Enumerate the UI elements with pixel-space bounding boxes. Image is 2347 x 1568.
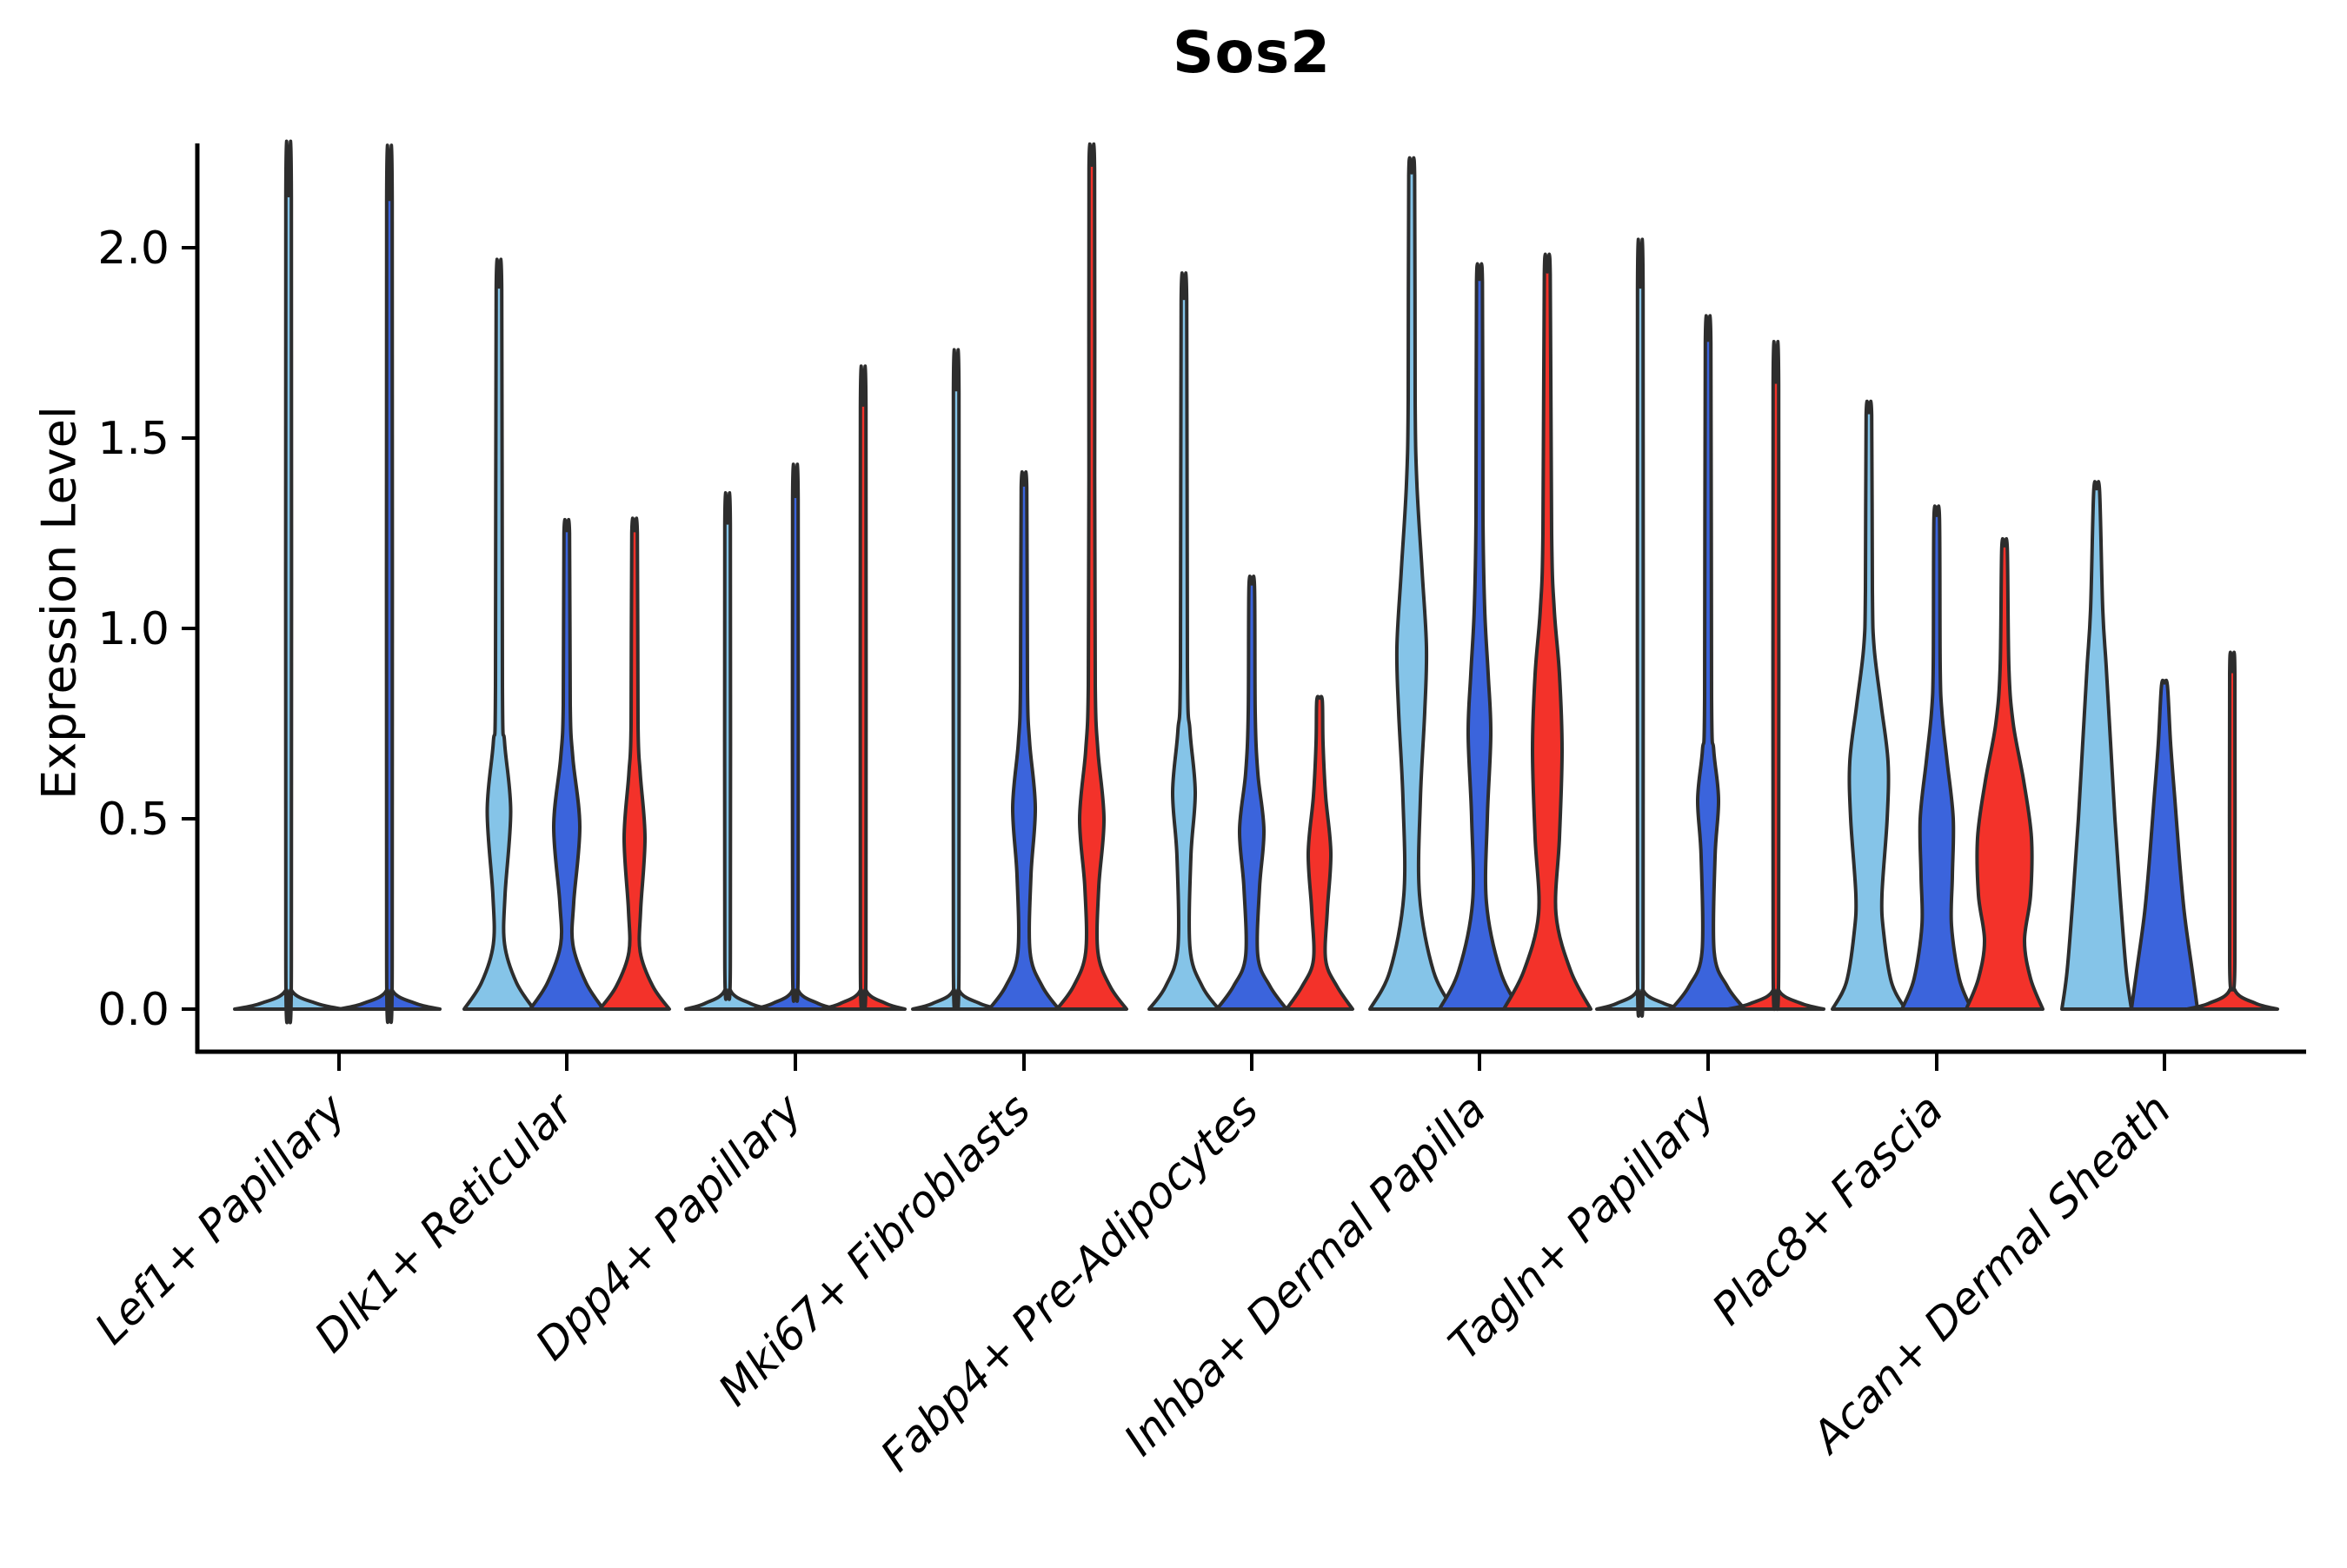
violin-dpp4-papillary-light_blue (684, 491, 771, 1011)
violin-dpp4-papillary-red (820, 364, 907, 1011)
violin-mki67-fibroblasts-light_blue (911, 348, 1001, 1011)
violin-tagln-papillary-red (1726, 340, 1825, 1012)
violin-acan-dermal-sheath-red (2185, 650, 2279, 1011)
y-tick-label: 0.0 (97, 984, 170, 1036)
violin-dlk1-reticular-dark_blue (529, 517, 605, 1011)
y-tick-label: 1.0 (97, 603, 170, 655)
violin-acan-dermal-sheath-dark_blue (2130, 678, 2199, 1011)
y-axis-title: Expression Level (31, 406, 87, 800)
violin-plac8-fascia-red (1965, 536, 2044, 1011)
violin-lef1-papillary-light_blue (233, 139, 344, 1025)
violin-mki67-fibroblasts-red (1055, 142, 1128, 1011)
chart-title: Sos2 (1172, 19, 1332, 86)
violin-inhba-dermal-papilla-red (1502, 252, 1592, 1011)
violin-plac8-fascia-light_blue (1831, 399, 1907, 1011)
x-tick-label: Inhba+ Dermal Papilla (1114, 1084, 1495, 1465)
violin-fabp4-pre-adipocytes-red (1285, 694, 1354, 1011)
violin-acan-dermal-sheath-light_blue (2060, 480, 2133, 1011)
y-tick-label: 1.5 (97, 413, 170, 465)
x-tick-label: Acan+ Dermal Sheath (1801, 1084, 2181, 1464)
violin-inhba-dermal-papilla-dark_blue (1438, 262, 1521, 1011)
x-tick-label: Lef1+ Papillary (85, 1083, 356, 1353)
violin-tagln-papillary-light_blue (1595, 237, 1685, 1018)
violin-fabp4-pre-adipocytes-light_blue (1147, 271, 1220, 1011)
y-tick-label: 0.5 (97, 794, 170, 846)
violin-fabp4-pre-adipocytes-dark_blue (1215, 575, 1288, 1011)
violin-dlk1-reticular-red (598, 516, 671, 1011)
x-tick-label: Plac8+ Fascia (1703, 1084, 1953, 1334)
violin-mki67-fibroblasts-dark_blue (987, 470, 1060, 1011)
violin-plac8-fascia-dark_blue (1900, 504, 1973, 1011)
y-tick-label: 2.0 (97, 223, 170, 275)
violin-dlk1-reticular-light_blue (462, 257, 535, 1011)
x-tick-label: Fabp4+ Pre-Adipocytes (871, 1084, 1268, 1481)
violin-inhba-dermal-papilla-light_blue (1368, 156, 1455, 1011)
violin-lef1-papillary-dark_blue (337, 143, 442, 1025)
violin-dpp4-papillary-dark_blue (752, 462, 839, 1011)
violin-tagln-papillary-dark_blue (1670, 314, 1746, 1011)
